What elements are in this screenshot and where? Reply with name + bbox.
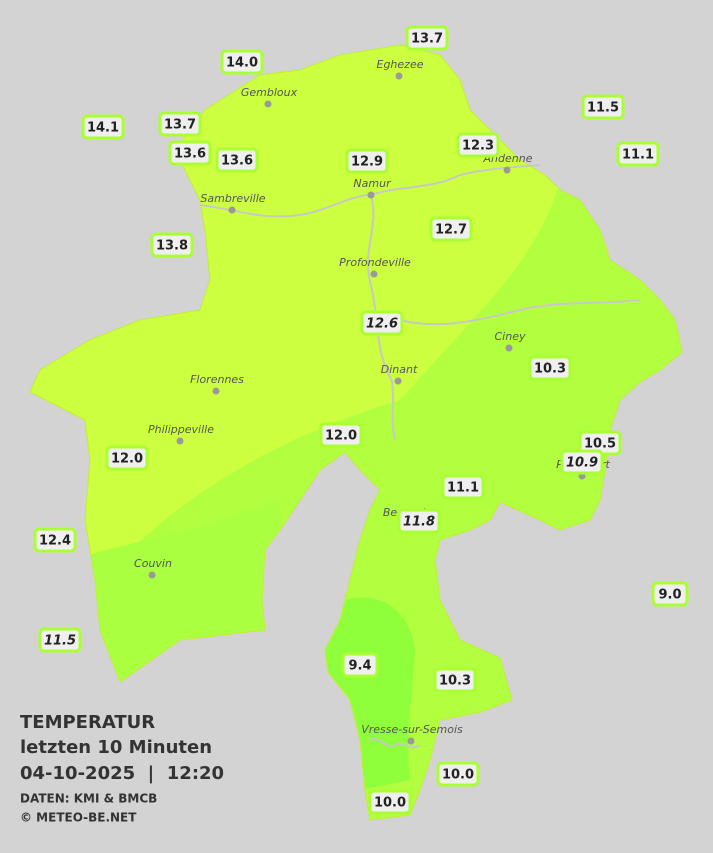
legend-copyright: © METEO-BE.NET [20, 811, 137, 825]
station-value: 12.6 [366, 317, 398, 332]
station-value: 10.0 [442, 768, 474, 783]
city-dot [367, 191, 375, 199]
station-box [436, 761, 480, 787]
station-value: 13.8 [156, 239, 188, 254]
legend-datetime: 04-10-2025 | 12:20 [20, 763, 224, 784]
station-box [368, 789, 412, 815]
station-box [433, 667, 477, 693]
city-dot [407, 737, 415, 745]
legend-subtitle: letzten 10 Minuten [20, 737, 212, 758]
station-value: 11.5 [587, 101, 619, 116]
station-box [360, 310, 404, 336]
station-value: 10.3 [534, 362, 566, 377]
city-label: Florennes [190, 373, 244, 386]
station-box [345, 148, 389, 174]
river-semois [369, 737, 421, 749]
station-box [581, 94, 625, 120]
city-label: Namur [353, 177, 392, 190]
station-box [429, 216, 473, 242]
station-value: 13.7 [411, 32, 443, 47]
station-box [560, 449, 604, 475]
station-box [397, 508, 441, 534]
city-dot [212, 387, 220, 395]
city-dot [395, 72, 403, 80]
city-dot [176, 437, 184, 445]
station-value: 11.5 [44, 634, 76, 649]
station-value: 13.6 [221, 154, 253, 169]
city-dot [505, 344, 513, 352]
legend: TEMPERATUR letzten 10 Minuten 04-10-2025… [20, 712, 224, 825]
city-label: Eghezee [377, 58, 424, 71]
station-value: 12.4 [39, 534, 71, 549]
station-box [168, 140, 212, 166]
station-value: 14.1 [87, 121, 119, 136]
station-value: 10.5 [584, 437, 616, 452]
station-box [220, 49, 264, 75]
city-label: Gembloux [241, 86, 298, 99]
station-value: 12.0 [111, 452, 143, 467]
station-value: 14.0 [226, 56, 258, 71]
station-value: 10.3 [439, 674, 471, 689]
station-value: 11.8 [403, 515, 435, 530]
legend-source: DATEN: KMI & BMCB [20, 792, 157, 806]
station-box [81, 114, 125, 140]
city-dot [370, 270, 378, 278]
city-dot [148, 571, 156, 579]
city-label: Profondeville [339, 256, 411, 269]
station-box [456, 132, 500, 158]
station-value: 11.1 [622, 148, 654, 163]
station-value: 12.0 [325, 429, 357, 444]
station-box [651, 581, 689, 607]
stations: 13.7 14.0 11.5 14.1 13.7 13.6 13.6 12.3 11.1 12.9… [33, 25, 689, 815]
city-label: Philippeville [148, 423, 214, 436]
station-value: 10.9 [566, 456, 598, 471]
city-dot [228, 206, 236, 214]
station-value: 13.6 [174, 147, 206, 162]
station-box [105, 445, 149, 471]
city-label: Ciney [495, 330, 526, 343]
city-label: Vresse-sur-Semois [361, 723, 463, 736]
station-box [341, 652, 379, 678]
station-value: 12.3 [462, 139, 494, 154]
station-value: 13.7 [164, 118, 196, 133]
station-box [441, 474, 485, 500]
city-label: Dinant [381, 363, 418, 376]
station-value: 9.4 [348, 659, 371, 674]
station-value: 11.1 [447, 481, 479, 496]
station-box [33, 527, 77, 553]
station-box [528, 355, 572, 381]
station-value: 9.0 [658, 588, 681, 603]
station-box [158, 111, 202, 137]
station-box [405, 25, 449, 51]
city-dot [264, 100, 272, 108]
station-box [38, 627, 82, 653]
legend-title: TEMPERATUR [20, 712, 155, 733]
station-value: 10.0 [374, 796, 406, 811]
station-value: 12.9 [351, 155, 383, 170]
station-box [150, 232, 194, 258]
city-label: Couvin [134, 557, 172, 570]
zone-cool [320, 597, 415, 790]
station-value: 12.7 [435, 223, 467, 238]
station-box [215, 147, 259, 173]
river-lesse [399, 299, 641, 326]
city-label: Sambreville [200, 192, 265, 205]
city-dot [394, 377, 402, 385]
station-box [616, 141, 660, 167]
city-dot [503, 166, 511, 174]
station-box [319, 422, 363, 448]
